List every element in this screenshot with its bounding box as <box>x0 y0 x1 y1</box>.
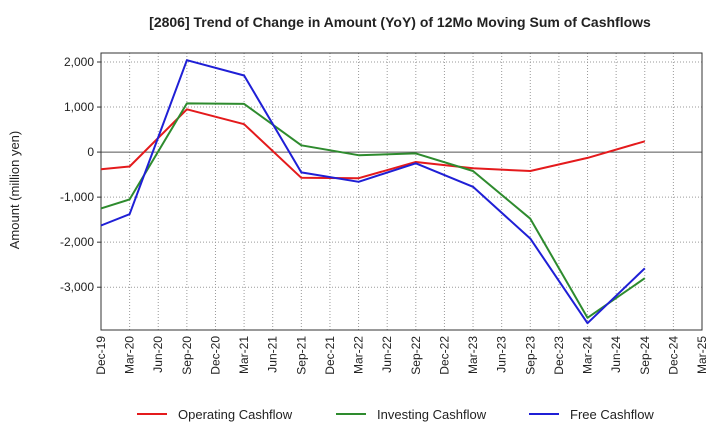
x-tick-label: Jun-22 <box>380 336 394 373</box>
x-tick-label: Mar-24 <box>581 336 595 374</box>
y-tick-label: -3,000 <box>60 280 94 294</box>
legend-label: Operating Cashflow <box>178 407 293 422</box>
x-tick-label: Mar-23 <box>466 336 480 374</box>
x-tick-label: Dec-19 <box>94 336 108 375</box>
y-axis-label: Amount (million yen) <box>7 131 22 250</box>
y-tick-label: 0 <box>87 145 94 159</box>
x-tick-label: Mar-22 <box>352 336 366 374</box>
plot-area: 2,000 1,000 0 -1,000 -2,000 -3,000 Dec-19 Mar-2… <box>60 52 709 375</box>
x-tick-label: Sep-24 <box>638 336 652 375</box>
y-tick-label: -1,000 <box>60 190 94 204</box>
x-tick-label: Sep-23 <box>523 336 537 375</box>
y-tick-label: 2,000 <box>64 55 94 69</box>
legend-label: Free Cashflow <box>570 407 654 422</box>
plot-frame <box>100 52 703 331</box>
x-tick-label: Jun-20 <box>151 336 165 373</box>
legend-label: Investing Cashflow <box>377 407 487 422</box>
x-tick-label: Dec-23 <box>552 336 566 375</box>
x-tick-label: Dec-20 <box>208 336 222 375</box>
chart-title: [2806] Trend of Change in Amount (YoY) o… <box>149 14 651 30</box>
x-tick-label: Sep-22 <box>409 336 423 375</box>
y-tick-label: -2,000 <box>60 235 94 249</box>
x-tick-label: Sep-20 <box>180 336 194 375</box>
series-line-free-cashflow <box>100 59 646 325</box>
x-tick-label: Dec-24 <box>666 336 680 375</box>
x-tick-label: Jun-24 <box>609 336 623 373</box>
x-tick-label: Jun-23 <box>495 336 509 373</box>
x-tick-label: Jun-21 <box>266 336 280 373</box>
series-line-operating-cashflow <box>100 108 646 180</box>
x-tick-label: Mar-20 <box>123 336 137 374</box>
x-tick-label: Dec-21 <box>323 336 337 375</box>
legend: Operating Cashflow Investing Cashflow Free… <box>137 407 654 422</box>
x-tick-label: Mar-25 <box>695 336 709 374</box>
x-tick-label: Mar-21 <box>237 336 251 374</box>
series-line-investing-cashflow <box>100 102 646 319</box>
y-tick-label: 1,000 <box>64 100 94 114</box>
x-tick-label: Dec-22 <box>437 336 451 375</box>
x-tick-label: Sep-21 <box>294 336 308 375</box>
